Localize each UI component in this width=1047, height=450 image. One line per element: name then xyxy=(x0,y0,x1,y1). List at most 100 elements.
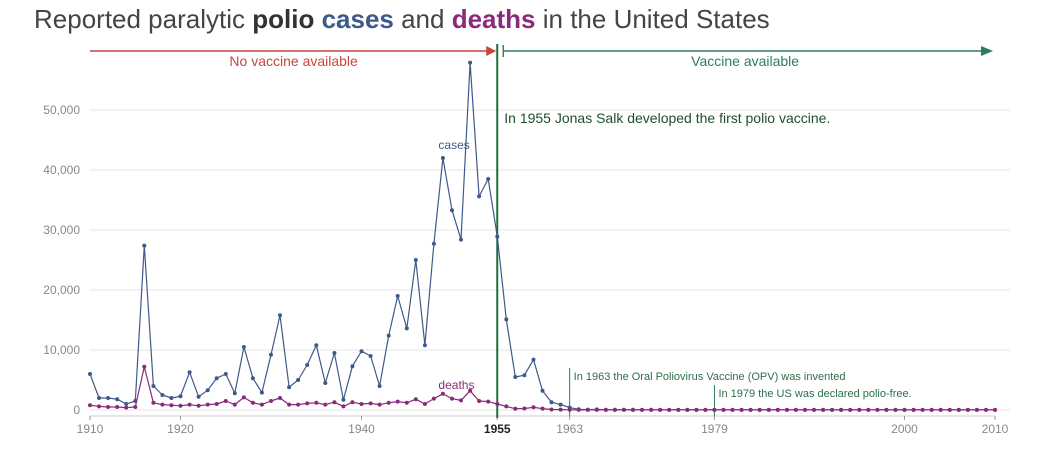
data-point-deaths xyxy=(169,403,174,408)
data-point-cases xyxy=(232,391,237,396)
data-point-deaths xyxy=(938,407,943,412)
data-point-cases xyxy=(296,378,301,382)
data-point-cases xyxy=(558,402,563,407)
data-point-cases xyxy=(323,381,328,385)
data-point-deaths xyxy=(893,407,898,412)
data-point-cases xyxy=(440,156,445,160)
data-point-deaths xyxy=(223,399,228,403)
data-point-deaths xyxy=(839,407,844,412)
vaccine-label: Vaccine available xyxy=(691,53,799,69)
data-point-deaths xyxy=(296,402,301,407)
data-point-deaths xyxy=(703,407,708,412)
data-point-deaths xyxy=(142,364,147,369)
y-tick-label: 0 xyxy=(73,403,80,417)
data-point-deaths xyxy=(784,407,789,412)
data-point-cases xyxy=(377,384,382,388)
data-point-deaths xyxy=(757,407,762,412)
data-point-deaths xyxy=(748,407,753,412)
x-tick-label: 1955 xyxy=(484,422,511,436)
annotation-layer xyxy=(90,44,993,418)
data-point-cases xyxy=(160,393,165,397)
chart-title: Reported paralytic polio cases and death… xyxy=(34,4,770,35)
data-point-deaths xyxy=(422,402,427,406)
data-point-deaths xyxy=(766,407,771,412)
data-point-cases xyxy=(287,385,292,390)
data-point-deaths xyxy=(594,407,599,412)
data-point-cases xyxy=(305,363,310,367)
data-point-deaths xyxy=(558,407,563,412)
data-point-deaths xyxy=(124,405,129,410)
data-point-deaths xyxy=(341,404,346,409)
title-part-polio: polio xyxy=(252,4,315,34)
data-point-deaths xyxy=(431,396,436,401)
data-point-deaths xyxy=(495,402,500,406)
deaths-series-label: deaths xyxy=(438,378,474,392)
data-point-cases xyxy=(106,396,111,400)
data-point-cases xyxy=(187,370,192,375)
data-point-deaths xyxy=(504,404,509,409)
data-point-cases xyxy=(495,234,500,239)
data-point-deaths xyxy=(386,400,391,405)
data-point-deaths xyxy=(739,407,744,412)
data-point-deaths xyxy=(368,401,373,406)
data-point-deaths xyxy=(549,407,554,412)
data-point-cases xyxy=(513,375,518,379)
data-point-cases xyxy=(88,372,92,376)
data-point-deaths xyxy=(830,407,835,412)
data-point-cases xyxy=(250,376,255,381)
no-vaccine-label: No vaccine available xyxy=(229,53,358,69)
data-point-deaths xyxy=(115,405,120,409)
data-point-deaths xyxy=(585,407,590,412)
data-point-deaths xyxy=(440,391,445,396)
data-point-deaths xyxy=(459,398,463,403)
data-point-deaths xyxy=(350,400,355,405)
data-point-deaths xyxy=(97,404,101,409)
data-point-deaths xyxy=(929,407,934,412)
data-point-cases xyxy=(151,384,156,388)
data-point-cases xyxy=(431,241,436,246)
data-point-deaths xyxy=(658,407,663,412)
data-point-deaths xyxy=(513,406,518,411)
data-point-cases xyxy=(459,237,463,242)
data-point-deaths xyxy=(88,403,92,408)
no-vaccine-arrow-head xyxy=(486,46,497,56)
data-point-deaths xyxy=(920,407,925,412)
data-point-cases xyxy=(214,376,219,381)
data-point-deaths xyxy=(984,407,988,412)
data-point-cases xyxy=(223,372,228,376)
data-point-cases xyxy=(142,243,147,248)
data-point-deaths xyxy=(160,402,165,407)
data-point-deaths xyxy=(259,402,264,407)
data-point-deaths xyxy=(576,407,581,412)
opv-annotation: In 1963 the Oral Poliovirus Vaccine (OPV… xyxy=(574,371,846,383)
data-point-deaths xyxy=(151,400,156,405)
x-tick-label: 1963 xyxy=(556,422,583,436)
data-point-cases xyxy=(468,60,473,65)
data-point-cases xyxy=(395,294,400,298)
data-point-cases xyxy=(350,364,355,369)
data-point-deaths xyxy=(187,402,192,407)
data-point-deaths xyxy=(377,402,382,407)
data-point-deaths xyxy=(803,407,807,412)
title-part-5: and xyxy=(393,4,452,34)
data-point-cases xyxy=(413,258,418,262)
data-point-cases xyxy=(422,343,427,348)
data-point-cases xyxy=(359,349,364,354)
title-part-deaths: deaths xyxy=(451,4,536,34)
data-point-deaths xyxy=(947,407,952,412)
data-point-deaths xyxy=(721,407,726,412)
data-point-cases xyxy=(531,357,536,362)
y-tick-label: 10,000 xyxy=(43,343,80,357)
data-point-deaths xyxy=(359,402,364,406)
x-tick-label: 2010 xyxy=(982,422,1009,436)
data-point-deaths xyxy=(612,407,617,412)
y-tick-label: 40,000 xyxy=(43,163,80,177)
data-point-cases xyxy=(522,373,527,378)
data-point-deaths xyxy=(196,403,201,408)
data-point-deaths xyxy=(567,407,572,412)
data-point-cases xyxy=(404,326,409,331)
data-point-cases xyxy=(368,354,373,358)
data-point-cases xyxy=(540,388,545,393)
data-point-deaths xyxy=(241,395,246,400)
